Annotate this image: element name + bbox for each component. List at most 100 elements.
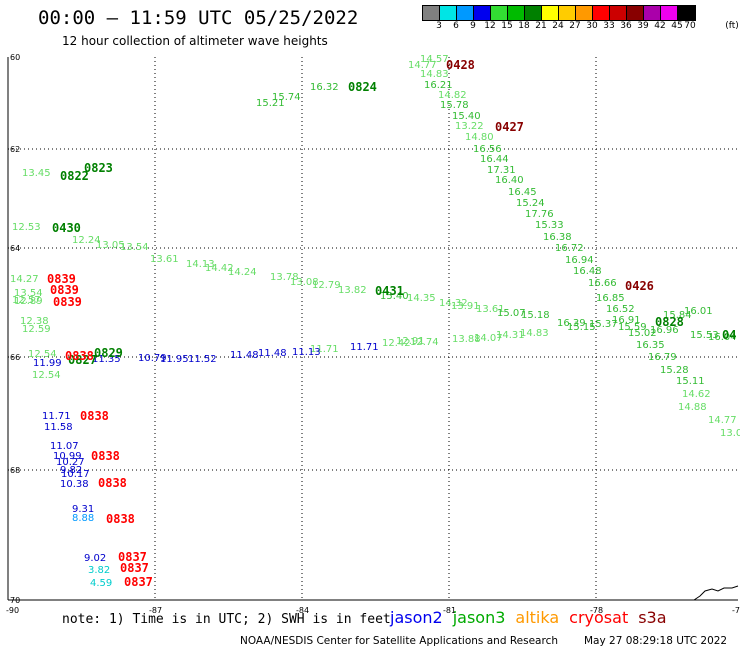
lon-tick-label: -87 bbox=[149, 606, 162, 615]
wave-height-value: 16.32 bbox=[310, 82, 339, 93]
color-swatch bbox=[627, 6, 644, 20]
color-scale-label: 36 bbox=[620, 21, 632, 31]
wave-height-value: 10.27 bbox=[56, 457, 85, 468]
color-scale-label: 12 bbox=[484, 21, 496, 31]
wave-height-value: 11.48 bbox=[230, 350, 259, 361]
wave-height-value: 15.15 bbox=[567, 322, 596, 333]
pass-label: 0824 bbox=[348, 80, 377, 94]
wave-height-value: 13.22 bbox=[455, 121, 484, 132]
mission-legend-item: jason2 bbox=[390, 608, 443, 627]
wave-height-value: 12.54 bbox=[28, 349, 57, 360]
lat-tick-label: 66 bbox=[10, 353, 20, 362]
pass-label: 0828 bbox=[655, 315, 684, 329]
lon-tick-label: -78 bbox=[590, 606, 603, 615]
color-scale-label: 9 bbox=[470, 21, 476, 31]
wave-height-value: 13.0 bbox=[720, 428, 740, 439]
color-scale-bar bbox=[422, 5, 696, 21]
pass-label: 0823 bbox=[84, 161, 113, 175]
wave-height-value: 15.02 bbox=[628, 328, 657, 339]
wave-height-value: 16.72 bbox=[555, 243, 584, 254]
wave-height-value: 11.52 bbox=[188, 354, 217, 365]
pass-label: 0427 bbox=[495, 120, 524, 134]
lat-tick-label: 70 bbox=[10, 596, 20, 605]
color-scale-label: 33 bbox=[603, 21, 615, 31]
color-scale-label: 21 bbox=[535, 21, 547, 31]
wave-height-value: 15.78 bbox=[440, 100, 469, 111]
wave-height-value: 14.35 bbox=[407, 293, 436, 304]
wave-height-value: 16.79 bbox=[648, 352, 677, 363]
wave-height-value: 16.91 bbox=[612, 315, 641, 326]
wave-height-value: 9.31 bbox=[72, 504, 94, 515]
wave-height-value: 14.24 bbox=[228, 267, 257, 278]
wave-height-value: 11.48 bbox=[258, 348, 287, 359]
wave-height-value: 13.78 bbox=[270, 272, 299, 283]
wave-height-value: 9.02 bbox=[84, 553, 106, 564]
pass-label: 04 bbox=[722, 328, 736, 342]
wave-height-value: 13.08 bbox=[290, 277, 319, 288]
color-swatch bbox=[508, 6, 525, 20]
wave-height-value: 8.88 bbox=[72, 513, 94, 524]
wave-height-value: 14.42 bbox=[205, 263, 234, 274]
wave-height-value: 14.83 bbox=[520, 328, 549, 339]
lon-tick-label: -75 bbox=[732, 606, 740, 615]
wave-height-value: 11.71 bbox=[42, 411, 71, 422]
lat-tick-label: 62 bbox=[10, 145, 20, 154]
wave-height-value: 15.33 bbox=[535, 220, 564, 231]
wave-height-value: 15.24 bbox=[516, 198, 545, 209]
wave-height-value: 12.38 bbox=[20, 316, 49, 327]
wave-height-value: 14.13 bbox=[186, 259, 215, 270]
map-frame bbox=[7, 57, 738, 601]
wave-height-value: 15.59 bbox=[618, 322, 647, 333]
wave-height-value: 10.17 bbox=[61, 469, 90, 480]
wave-height-value: 16.21 bbox=[424, 80, 453, 91]
pass-label: 0839 bbox=[53, 295, 82, 309]
wave-height-value: 15.84 bbox=[663, 310, 692, 321]
color-swatch bbox=[423, 6, 440, 20]
wave-height-value: 10.79 bbox=[138, 353, 167, 364]
wave-height-value: 15.21 bbox=[256, 98, 285, 109]
wave-height-value: 14.57 bbox=[420, 54, 449, 65]
map-subtitle: 12 hour collection of altimeter wave hei… bbox=[62, 34, 328, 48]
wave-height-value: 14.27 bbox=[10, 274, 39, 285]
lon-tick-label: -81 bbox=[443, 606, 456, 615]
wave-height-value: 12.53 bbox=[12, 222, 41, 233]
wave-height-value: 15.11 bbox=[676, 376, 705, 387]
pass-label: 0839 bbox=[47, 272, 76, 286]
wave-height-value: 12.59 bbox=[22, 324, 51, 335]
lat-tick-label: 68 bbox=[10, 466, 20, 475]
color-scale-label: 15 bbox=[501, 21, 513, 31]
mission-legend: jason2 jason3 altika cryosat s3a bbox=[390, 608, 677, 627]
color-swatch bbox=[644, 6, 661, 20]
pass-label: 0426 bbox=[625, 279, 654, 293]
wave-height-value: 13.45 bbox=[22, 168, 51, 179]
wave-height-value: 12.42 bbox=[382, 338, 411, 349]
wave-height-value: 14.32 bbox=[439, 298, 468, 309]
wave-height-value: 3.82 bbox=[88, 565, 110, 576]
color-scale-label: 70 bbox=[684, 21, 696, 31]
wave-height-value: 12.57 bbox=[12, 295, 41, 306]
pass-label: 0839 bbox=[50, 283, 79, 297]
wave-height-value: 13.05 bbox=[96, 240, 125, 251]
lon-tick-label: -84 bbox=[296, 606, 309, 615]
wave-height-value: 16.96 bbox=[650, 325, 679, 336]
mission-legend-item: cryosat bbox=[569, 608, 629, 627]
pass-label: 0838 bbox=[80, 409, 109, 423]
wave-height-value: 15.40 bbox=[380, 291, 409, 302]
color-swatch bbox=[678, 6, 695, 20]
wave-height-value: 13.61 bbox=[476, 304, 505, 315]
wave-height-value: 16.44 bbox=[480, 154, 509, 165]
pass-label: 0827 bbox=[68, 353, 97, 367]
pass-label: 0829 bbox=[94, 346, 123, 360]
color-scale-labels: 3 6 9 12 15 18 21 24 27 30 33 36 39 42 45 70 (ft) bbox=[422, 21, 740, 33]
color-scale-label: 42 bbox=[654, 21, 666, 31]
pass-label: 0822 bbox=[60, 169, 89, 183]
color-swatch bbox=[525, 6, 542, 20]
wave-height-value: 16.48 bbox=[573, 266, 602, 277]
wave-height-value: 13.54 bbox=[14, 288, 43, 299]
wave-height-value: 16.94 bbox=[565, 255, 594, 266]
color-scale-label: 27 bbox=[569, 21, 581, 31]
color-swatch bbox=[457, 6, 474, 20]
coastline bbox=[693, 585, 739, 601]
wave-height-value: 11.35 bbox=[92, 354, 121, 365]
wave-height-value: 11.71 bbox=[350, 342, 379, 353]
